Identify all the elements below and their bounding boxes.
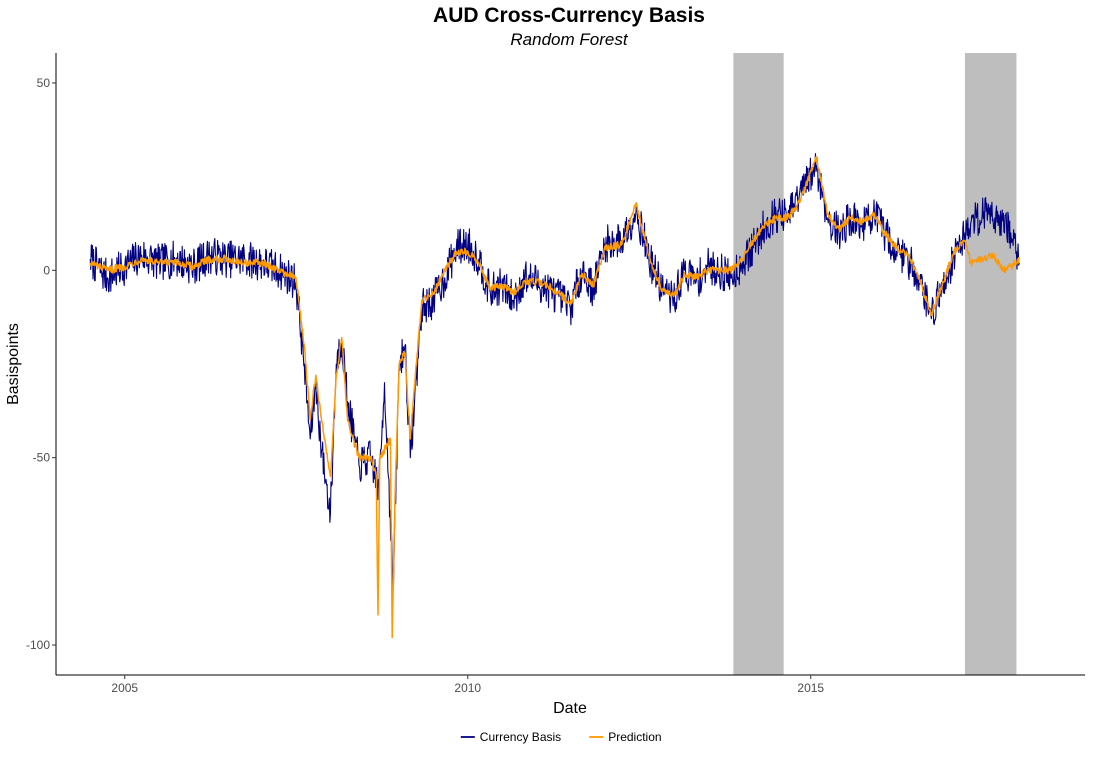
chart-subtitle: Random Forest	[510, 30, 628, 49]
legend: Currency Basis Prediction	[460, 730, 662, 744]
y-tick-label: -50	[33, 451, 51, 465]
x-axis-ticks: 2005 2010 2015	[111, 675, 824, 695]
y-axis-ticks: 50 0 -50 -100	[26, 76, 56, 652]
legend-label-currency-basis: Currency Basis	[480, 730, 561, 744]
series-line-prediction	[89, 156, 1020, 639]
y-tick-label: 50	[37, 76, 51, 90]
legend-label-prediction: Prediction	[608, 730, 661, 744]
y-tick-label: 0	[43, 263, 50, 277]
shaded-period-2	[964, 53, 1017, 675]
y-axis-title: Basispoints	[5, 323, 22, 405]
x-tick-label: 2010	[454, 681, 481, 695]
x-tick-label: 2005	[111, 681, 138, 695]
series-line-currency-basis	[89, 153, 1020, 590]
series-lines	[89, 153, 1020, 639]
chart-title: AUD Cross-Currency Basis	[433, 4, 705, 27]
shaded-period-1	[733, 53, 784, 675]
shaded-periods	[733, 53, 1017, 675]
x-tick-label: 2015	[797, 681, 824, 695]
y-tick-label: -100	[26, 638, 50, 652]
x-axis-title: Date	[553, 700, 587, 717]
